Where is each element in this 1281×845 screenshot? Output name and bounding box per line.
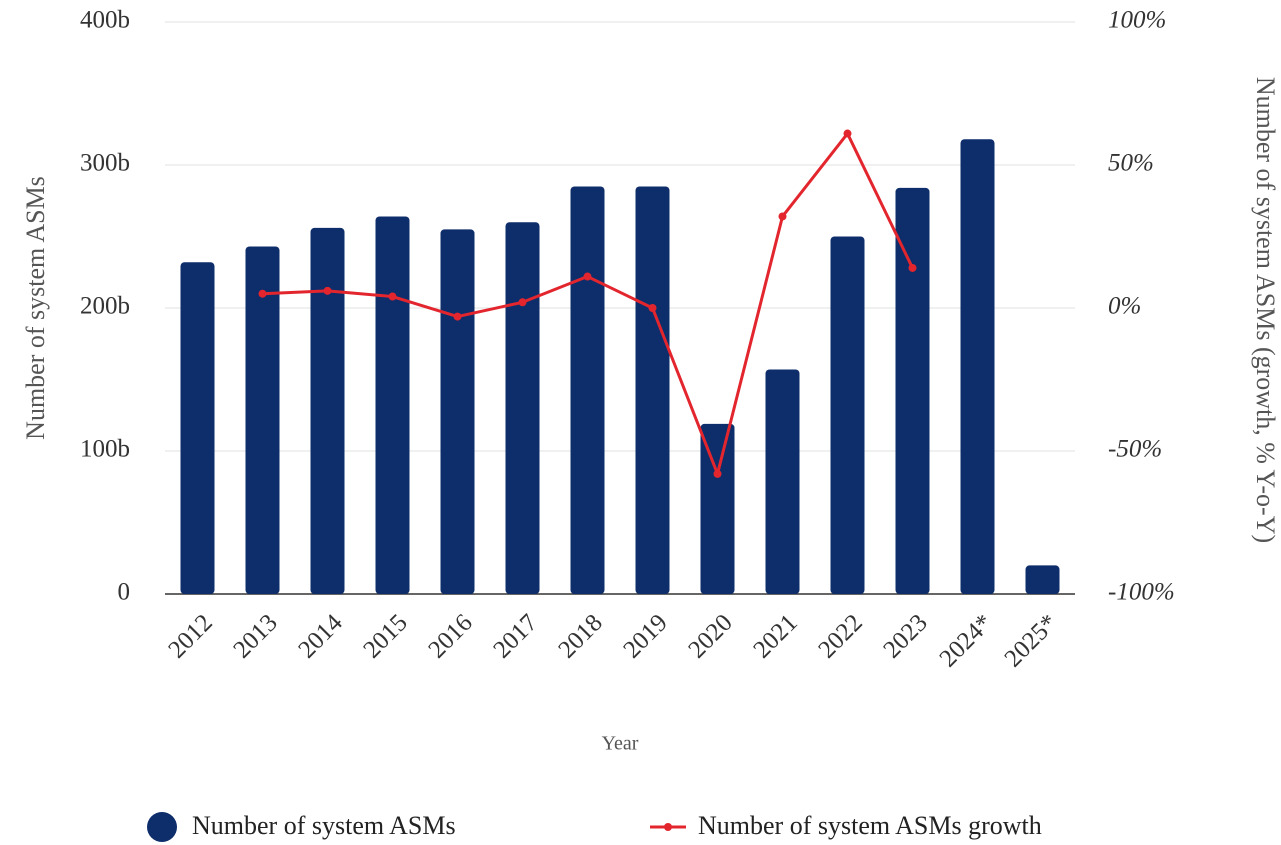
- bar: [1025, 565, 1060, 594]
- y-tick-label: 200b: [80, 293, 130, 320]
- legend-label: Number of system ASMs: [192, 811, 456, 840]
- x-tick-label: 2017: [488, 609, 542, 663]
- line-point: [843, 129, 852, 138]
- x-tick-label: 2016: [423, 609, 477, 663]
- line-point: [323, 286, 332, 295]
- legend-swatch: [664, 823, 672, 831]
- line-point: [518, 298, 527, 307]
- x-tick-label: 2021: [748, 609, 802, 663]
- bar: [440, 229, 475, 594]
- x-tick-label: 2018: [553, 609, 607, 663]
- bar: [765, 369, 800, 594]
- x-tick-label: 2013: [228, 609, 282, 663]
- line-point: [778, 212, 787, 221]
- bar: [570, 186, 605, 594]
- legend-label: Number of system ASMs growth: [698, 811, 1042, 840]
- bar: [635, 186, 670, 594]
- x-tick-label: 2022: [813, 609, 867, 663]
- bar: [310, 227, 345, 595]
- x-tick-label: 2014: [293, 609, 348, 664]
- x-tick-label: 2023: [878, 609, 932, 663]
- x-tick-label: 2025*: [1000, 609, 1063, 672]
- bar: [830, 236, 865, 594]
- bar: [505, 222, 540, 594]
- y2-tick-label: -100%: [1108, 579, 1175, 606]
- y2-tick-label: -50%: [1108, 436, 1162, 463]
- line-point: [713, 469, 722, 478]
- y-axis-title: Number of system ASMs: [21, 176, 50, 440]
- line-point: [453, 312, 462, 321]
- bar: [180, 262, 215, 594]
- x-tick-label: 2012: [163, 609, 217, 663]
- line-point: [908, 263, 917, 272]
- y-tick-label: 400b: [80, 7, 130, 34]
- x-tick-label: 2019: [618, 609, 672, 663]
- x-tick-label: 2015: [358, 609, 412, 663]
- line-point: [648, 304, 657, 312]
- y2-tick-label: 50%: [1108, 150, 1154, 177]
- bar: [245, 246, 280, 594]
- y2-tick-label: 0%: [1108, 293, 1141, 320]
- y2-tick-label: 100%: [1108, 7, 1166, 34]
- y-tick-label: 300b: [80, 150, 130, 177]
- line-point: [258, 289, 267, 298]
- line-point: [583, 272, 592, 281]
- y-tick-label: 100b: [80, 436, 130, 463]
- x-tick-label: 2024*: [935, 609, 998, 672]
- y2-axis-title: Number of system ASMs (growth, % Y-o-Y): [1251, 76, 1280, 544]
- bar: [960, 139, 995, 594]
- bar: [375, 216, 410, 595]
- x-tick-label: 2020: [683, 609, 737, 663]
- bar: [895, 187, 930, 594]
- legend-swatch: [147, 812, 177, 842]
- line-point: [388, 292, 397, 301]
- x-axis-title: Year: [602, 733, 639, 755]
- bar: [700, 423, 735, 594]
- y-tick-label: 0: [118, 579, 131, 606]
